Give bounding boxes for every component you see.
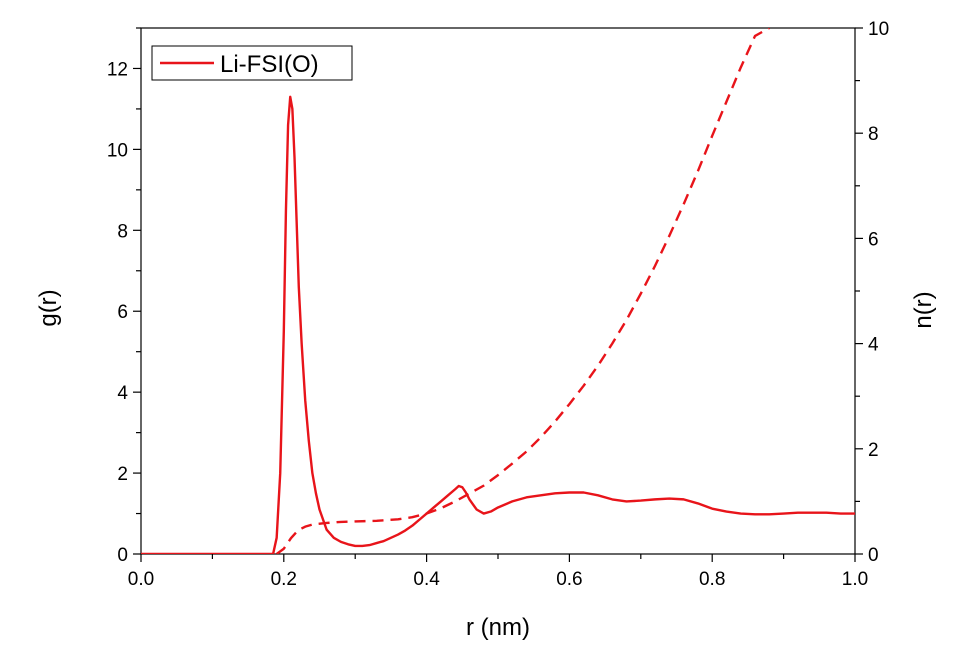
y-left-tick-label: 2 — [117, 464, 128, 485]
x-axis-title: r (nm) — [466, 614, 530, 641]
axis-ticks — [133, 27, 863, 562]
y-right-tick-label: 0 — [868, 545, 879, 566]
x-tick-label: 1.0 — [842, 569, 868, 590]
y-right-tick-label: 8 — [868, 124, 879, 145]
y-left-tick-label: 6 — [117, 302, 128, 323]
x-tick-label: 0.4 — [413, 569, 440, 590]
y-left-tick-label: 10 — [107, 140, 128, 161]
coordination-number-line — [275, 28, 770, 554]
rdf-line — [141, 95, 855, 554]
y-axis-title-left: g(r) — [35, 289, 62, 326]
x-tick-label: 0.0 — [128, 569, 154, 590]
y-right-tick-label: 10 — [868, 19, 889, 40]
y-axis-title-right: n(r) — [910, 291, 937, 328]
y-left-tick-label: 0 — [117, 545, 128, 566]
x-tick-label: 0.2 — [271, 569, 297, 590]
legend-label: Li-FSI(O) — [220, 51, 319, 78]
y-left-tick-label: 8 — [117, 221, 128, 242]
x-tick-label: 0.8 — [699, 569, 725, 590]
y-right-tick-label: 4 — [868, 335, 879, 356]
x-tick-label: 0.6 — [556, 569, 582, 590]
y-left-tick-label: 12 — [107, 59, 128, 80]
series-layer — [141, 28, 855, 554]
y-left-tick-label: 4 — [117, 383, 128, 404]
y-right-tick-label: 6 — [868, 229, 879, 250]
legend: Li-FSI(O) — [151, 45, 353, 81]
y-right-tick-label: 2 — [868, 440, 879, 461]
